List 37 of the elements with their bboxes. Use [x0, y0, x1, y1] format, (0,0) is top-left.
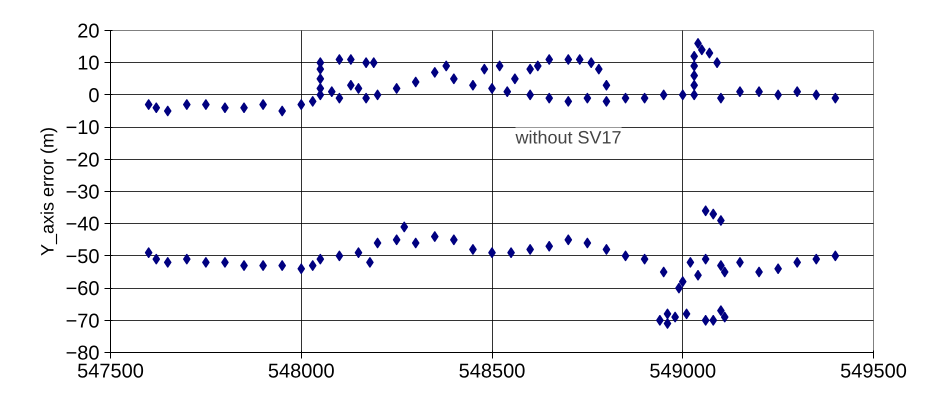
x-tick-label: 549500	[840, 360, 907, 382]
y-tick-label: 0	[88, 84, 100, 107]
point	[755, 266, 763, 278]
point	[308, 260, 317, 272]
point	[812, 254, 820, 265]
y-tick-label: 10	[77, 52, 100, 75]
point	[278, 260, 286, 272]
point	[709, 208, 718, 220]
point	[720, 312, 729, 323]
point	[720, 266, 729, 278]
x-tick-label: 548500	[458, 360, 526, 382]
point	[564, 234, 572, 246]
point	[678, 276, 687, 288]
point	[152, 254, 160, 265]
y-tick-label: −60	[66, 278, 100, 300]
point	[316, 254, 324, 265]
y-tick-label: −30	[66, 182, 100, 204]
x-tick-label: 549000	[649, 360, 716, 382]
point	[430, 231, 439, 242]
point	[164, 256, 172, 268]
point	[297, 263, 306, 274]
x-tick-label: 548000	[268, 360, 335, 382]
point	[709, 314, 718, 326]
point	[660, 266, 668, 278]
y-tick-label: −20	[66, 149, 100, 172]
y-tick-label: −40	[66, 214, 100, 236]
y-tick-label: 20	[77, 20, 100, 42]
y-tick-label: −10	[66, 117, 100, 140]
point	[545, 240, 554, 252]
y-tick-label: −50	[66, 246, 100, 268]
y-axis-title: Y_axis error (m)	[38, 126, 58, 256]
point	[182, 254, 191, 265]
point	[793, 256, 802, 268]
point	[412, 238, 420, 249]
point	[400, 221, 408, 232]
annotation: without SV17	[514, 128, 622, 148]
y-tick-label: −70	[66, 310, 100, 332]
